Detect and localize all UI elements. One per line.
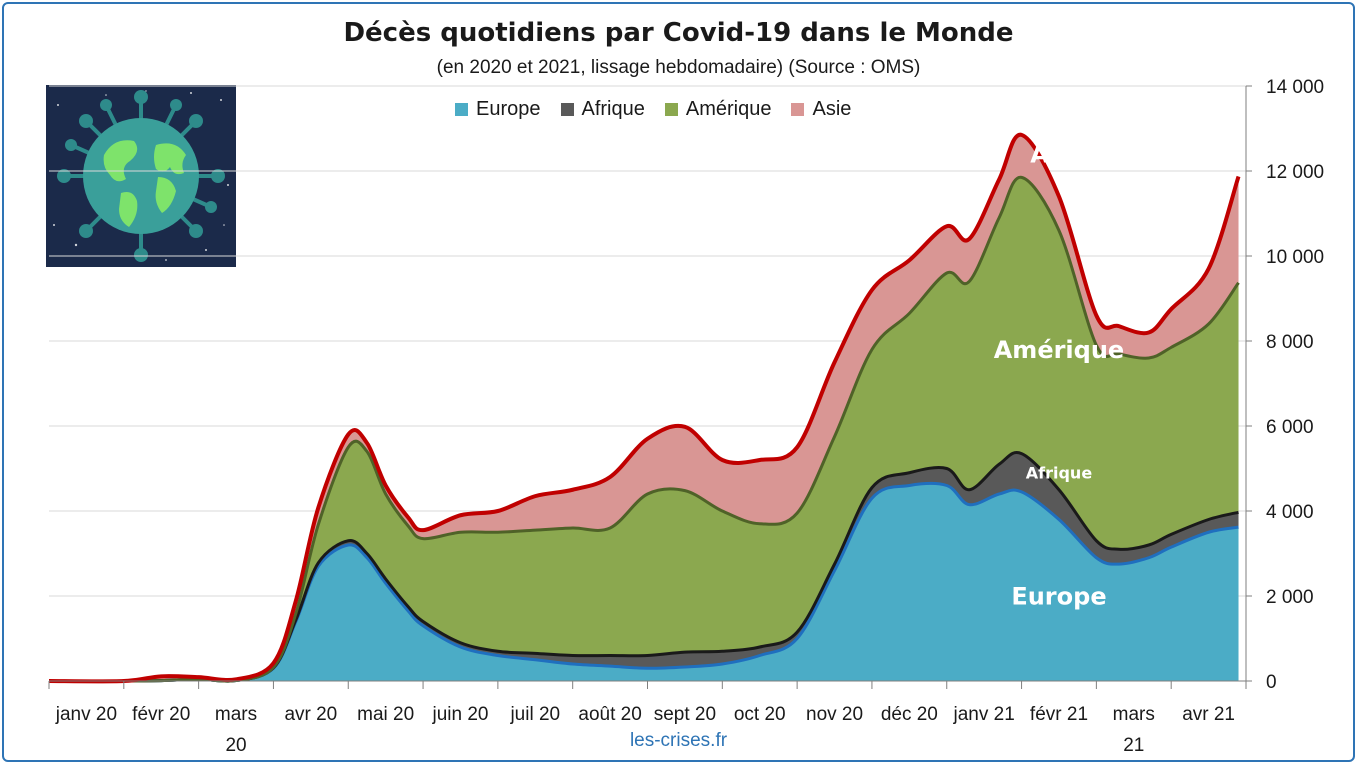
legend-label-asie: Asie [812,98,852,120]
x-tick-label-0: janv 20 [55,704,117,725]
globe-virus-illustration [46,85,236,267]
legend-item-asie: Asie [791,98,851,121]
x-tick-label-14: mars [1113,704,1155,725]
area-amérique [49,177,1239,682]
legend-label-amerique: Amérique [685,98,772,120]
line-asie [48,132,1241,684]
area-asie [49,134,1239,682]
x-tick-label-9: oct 20 [734,704,786,725]
x-tick-label-14-line2: 21 [1123,735,1144,756]
chart-title: Décès quotidiens par Covid-19 dans le Mo… [343,18,1014,48]
x-tick-label-2-line2: 20 [225,735,246,756]
x-tick-label-8: sept 20 [654,704,716,725]
legend-label-europe: Europe [476,98,541,120]
area-europe [49,483,1239,682]
y-tick-label-0: 0 [1266,672,1277,693]
y-tick-label-3: 6 000 [1266,417,1314,438]
x-tick-label-15: avr 21 [1182,704,1235,725]
legend-swatch-amerique [664,103,678,116]
x-tick-label-5: juin 20 [431,704,488,725]
x-tick-label-11: déc 20 [881,704,938,725]
chart-legend: Europe Afrique Amérique Asie [455,98,851,121]
x-tick-label-1: févr 20 [132,704,190,725]
legend-item-afrique: Afrique [560,98,645,121]
legend-swatch-afrique [560,103,574,116]
y-tick-label-1: 2 000 [1266,587,1314,608]
area-label-asie: Asie [1030,140,1087,168]
x-tick-label-7: août 20 [578,704,641,725]
y-tick-label-6: 12 000 [1266,162,1324,183]
x-tick-label-10: nov 20 [806,704,863,725]
y-tick-label-7: 14 000 [1266,77,1324,98]
x-tick-label-12: janv 21 [953,704,1015,725]
y-tick-label-5: 10 000 [1266,247,1324,268]
area-label-afrique: Afrique [1026,463,1093,482]
x-tick-label-2: mars [215,704,257,725]
line-afrique [48,451,1239,683]
legend-swatch-asie [791,103,805,116]
legend-item-europe: Europe [455,98,541,121]
line-amérique [48,175,1240,683]
x-tick-label-6: juil 20 [509,704,560,725]
x-tick-label-4: mai 20 [357,704,414,725]
legend-label-afrique: Afrique [581,98,645,120]
legend-item-amerique: Amérique [664,98,772,121]
area-label-europe: Europe [1011,582,1106,610]
x-tick-label-3: avr 20 [284,704,337,725]
y-tick-label-2: 4 000 [1266,502,1314,523]
source-credit: les-crises.fr [629,730,728,751]
area-label-amérique: Amérique [994,336,1124,364]
y-tick-label-4: 8 000 [1266,332,1314,353]
x-tick-label-13: févr 21 [1030,704,1088,725]
chart-subtitle: (en 2020 et 2021, lissage hebdomadaire) … [436,57,921,78]
legend-swatch-europe [455,103,468,116]
